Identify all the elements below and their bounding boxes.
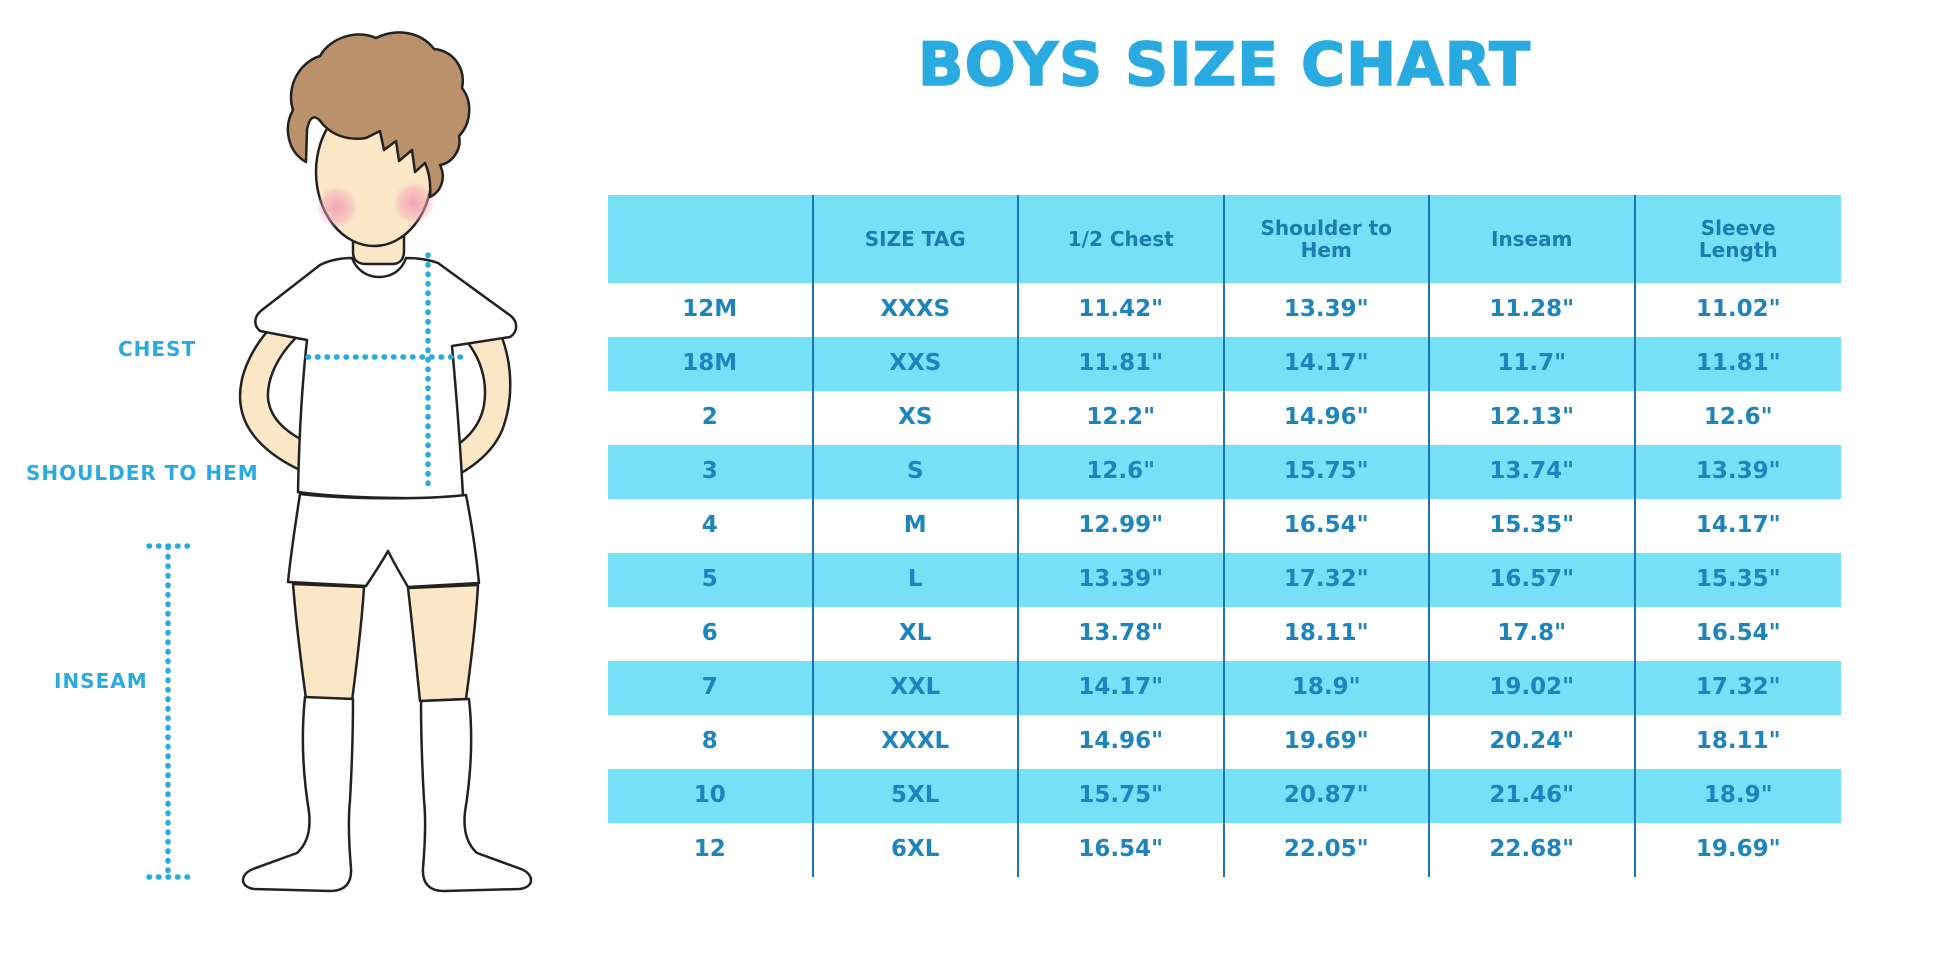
table-cell-r8-c2: 14.96" xyxy=(1019,715,1225,769)
table-cell-r8-c1: XXXL xyxy=(814,715,1019,769)
table-cell-r6-c4: 17.8" xyxy=(1430,607,1636,661)
table-cell-r6-c0: 6 xyxy=(608,607,814,661)
table-cell-r0-c2: 11.42" xyxy=(1019,283,1225,337)
table-cell-r9-c3: 20.87" xyxy=(1224,769,1430,823)
table-cell-r9-c0: 10 xyxy=(608,769,814,823)
table-cell-r4-c0: 4 xyxy=(608,499,814,553)
shoulder-to-hem-label: SHOULDER TO HEM xyxy=(26,461,259,485)
table-cell-r3-c5: 13.39" xyxy=(1635,445,1841,499)
legs xyxy=(291,582,480,703)
size-table: SIZE TAG 1/2 Chest Shoulder to Hem Inseam Sl… xyxy=(608,195,1841,877)
table-cell-r3-c2: 12.6" xyxy=(1019,445,1225,499)
table-cell-r3-c0: 3 xyxy=(608,445,814,499)
table-cell-r1-c1: XXS xyxy=(813,337,1019,391)
measurement-diagram: CHEST SHOULDER TO HEM INSEAM xyxy=(0,0,560,973)
table-cell-r8-c3: 19.69" xyxy=(1225,715,1430,769)
socks xyxy=(241,695,533,893)
column-header-5: Sleeve Length xyxy=(1635,195,1841,283)
table-cell-r7-c4: 19.02" xyxy=(1430,661,1636,715)
t-shirt xyxy=(254,256,518,500)
table-cell-r3-c4: 13.74" xyxy=(1430,445,1636,499)
column-header-2: 1/2 Chest xyxy=(1019,195,1225,283)
table-cell-r7-c3: 18.9" xyxy=(1224,661,1430,715)
table-cell-r10-c5: 19.69" xyxy=(1695,836,1781,863)
table-cell-r1-c0: 18M xyxy=(608,337,814,391)
table-cell-r0-c0: 12M xyxy=(608,283,814,337)
table-cell-r9-c4: 21.46" xyxy=(1430,769,1636,823)
table-cell-r9-c5: 18.9" xyxy=(1635,769,1841,823)
column-header-3: Shoulder to Hem xyxy=(1224,195,1430,283)
inseam-label: INSEAM xyxy=(54,669,148,693)
table-cell-r4-c3: 16.54" xyxy=(1225,499,1430,553)
table-cell-r7-c0: 7 xyxy=(608,661,814,715)
table-cell-r9-c1: 5XL xyxy=(813,769,1019,823)
table-cell-r4-c4: 15.35" xyxy=(1430,499,1636,553)
column-header-4: Inseam xyxy=(1430,195,1636,283)
column-header-1: SIZE TAG xyxy=(813,195,1019,283)
table-cell-r5-c0: 5 xyxy=(608,553,814,607)
table-cell-r0-c3: 13.39" xyxy=(1225,283,1430,337)
column-header-0 xyxy=(608,195,814,283)
table-cell-r2-c2: 12.2" xyxy=(1019,391,1225,445)
table-cell-r5-c4: 16.57" xyxy=(1430,553,1636,607)
page-title: BOYS SIZE CHART xyxy=(917,29,1532,101)
table-cell-r6-c1: XL xyxy=(814,607,1019,661)
table-cell-r4-c5: 14.17" xyxy=(1695,512,1781,539)
shorts xyxy=(286,492,481,589)
table-cell-r1-c3: 14.17" xyxy=(1224,337,1430,391)
table-cell-r1-c5: 11.81" xyxy=(1635,337,1841,391)
table-cell-r5-c2: 13.39" xyxy=(1019,553,1225,607)
table-cell-r6-c3: 18.11" xyxy=(1225,607,1430,661)
table-cell-r7-c2: 14.17" xyxy=(1019,661,1225,715)
table-cell-r10-c1: 6XL xyxy=(814,823,1019,877)
table-cell-r0-c1: XXXS xyxy=(814,283,1019,337)
table-cell-r0-c4: 11.28" xyxy=(1430,283,1636,337)
table-cell-r8-c0: 8 xyxy=(608,715,814,769)
table-cell-r2-c3: 14.96" xyxy=(1225,391,1430,445)
chest-label: CHEST xyxy=(118,337,197,361)
table-cell-r0-c5: 11.02" xyxy=(1695,296,1781,323)
table-cell-r10-c4: 22.68" xyxy=(1430,823,1636,877)
blush-right xyxy=(393,182,435,224)
table-cell-r6-c5: 16.54" xyxy=(1695,620,1781,647)
table-cell-r5-c5: 15.35" xyxy=(1635,553,1841,607)
table-cell-r10-c2: 16.54" xyxy=(1019,823,1225,877)
table-cell-r8-c4: 20.24" xyxy=(1430,715,1636,769)
table-cell-r7-c1: XXL xyxy=(813,661,1019,715)
table-cell-r3-c1: S xyxy=(813,445,1019,499)
table-cell-r7-c5: 17.32" xyxy=(1635,661,1841,715)
table-cell-r2-c4: 12.13" xyxy=(1430,391,1636,445)
table-cell-r3-c3: 15.75" xyxy=(1224,445,1430,499)
table-cell-r6-c2: 13.78" xyxy=(1019,607,1225,661)
table-cell-r8-c5: 18.11" xyxy=(1695,728,1781,755)
hair xyxy=(286,31,471,199)
boy-figure-illustration xyxy=(146,31,533,893)
table-cell-r5-c3: 17.32" xyxy=(1224,553,1430,607)
table-cell-r2-c1: XS xyxy=(814,391,1019,445)
table-cell-r10-c3: 22.05" xyxy=(1225,823,1430,877)
table-cell-r2-c0: 2 xyxy=(608,391,814,445)
table-cell-r10-c0: 12 xyxy=(608,823,814,877)
table-cell-r4-c1: M xyxy=(814,499,1019,553)
table-cell-r1-c4: 11.7" xyxy=(1430,337,1636,391)
table-cell-r1-c2: 11.81" xyxy=(1019,337,1225,391)
table-cell-r9-c2: 15.75" xyxy=(1019,769,1225,823)
table-cell-r2-c5: 12.6" xyxy=(1703,404,1773,431)
measurement-lines xyxy=(146,252,465,880)
table-cell-r5-c1: L xyxy=(813,553,1019,607)
table-cell-r4-c2: 12.99" xyxy=(1019,499,1225,553)
blush-left xyxy=(316,186,358,228)
